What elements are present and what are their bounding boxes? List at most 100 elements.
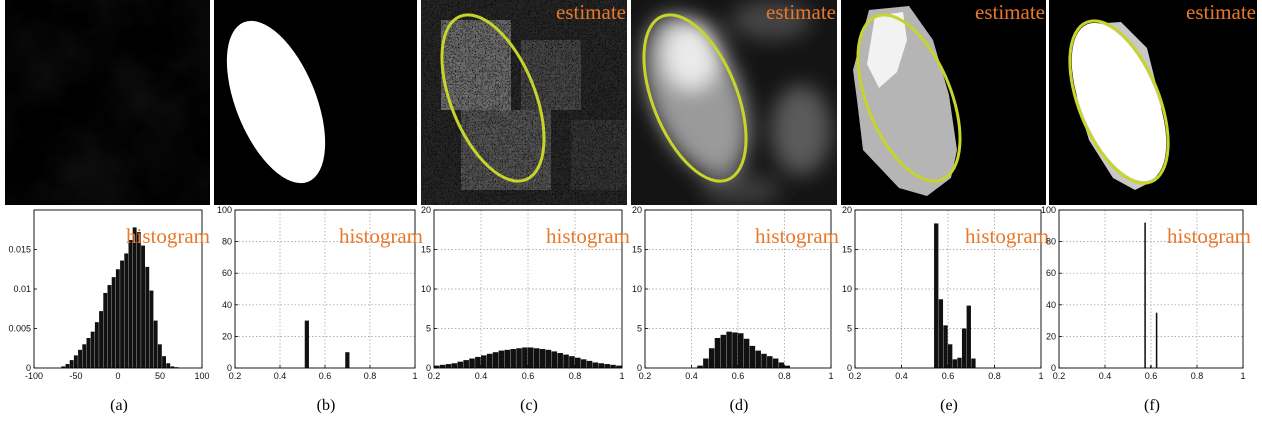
y-tick-label-d: 5 (637, 324, 642, 334)
image-c-estimate: estimate (421, 0, 627, 205)
histogram-bar-a (86, 337, 91, 368)
x-tick-label-e: 0.2 (849, 371, 862, 381)
y-tick-label-d: 15 (632, 245, 642, 255)
histogram-bar-a (136, 232, 141, 368)
histogram-bar-d (784, 365, 791, 368)
histogram-bar-a (61, 366, 66, 368)
histogram-bar-a (132, 227, 137, 368)
image-a-noise-texture (5, 0, 210, 205)
histogram-bar-c (569, 356, 575, 368)
histogram-bar-a (65, 364, 70, 368)
caption-c: (c) (520, 397, 538, 414)
x-tick-label-f: 0.8 (1191, 371, 1204, 381)
histogram-bar-d (743, 338, 750, 368)
y-tick-label-f: 60 (1046, 268, 1056, 278)
histogram-bar-a (82, 344, 87, 368)
histogram-bar-c (504, 349, 511, 368)
histogram-bar-c (434, 365, 440, 368)
histogram-f: 0.2 0.4 0.6 0.8 1 0 20 40 60 80 100 histogram (1041, 205, 1251, 381)
histogram-bar-c (439, 364, 446, 368)
histogram-label-a: histogram (126, 224, 210, 248)
x-tick-label-c: 0.8 (569, 371, 582, 381)
histogram-bar-f (1144, 222, 1146, 368)
histogram-bar-c (486, 353, 493, 368)
histogram-bar-c (451, 363, 458, 368)
y-tick-label-c: 20 (421, 205, 431, 215)
x-tick-label-d: 0.8 (778, 371, 791, 381)
y-tick-label-c: 10 (421, 284, 431, 294)
histogram-bar-c (463, 360, 469, 368)
histogram-bar-c (592, 362, 599, 368)
histogram-bar-a (78, 349, 82, 368)
x-tick-label-b: 1 (412, 371, 417, 381)
histogram-bar-c (510, 349, 516, 368)
caption-b: (b) (316, 397, 336, 414)
x-tick-label-d: 0.4 (685, 371, 698, 381)
histogram-bar-d (720, 334, 727, 368)
estimate-label-c: estimate (556, 0, 626, 24)
histogram-bar-d (778, 362, 785, 368)
y-tick-label-c: 15 (421, 245, 431, 255)
x-tick-label-d: 0.6 (732, 371, 745, 381)
histogram-bar-c (445, 364, 452, 368)
estimate-ellipse-c (440, 13, 546, 183)
y-tick-label-b: 40 (222, 300, 232, 310)
histogram-bar-a (145, 266, 150, 368)
x-tick-label-a: 100 (194, 371, 209, 381)
histogram-bar-c (528, 347, 534, 368)
histogram-bar-a (124, 253, 129, 368)
histogram-b: 0.2 0.4 0.6 0.8 1 0 20 40 60 80 100 histogram (217, 205, 423, 381)
histogram-bar-c (533, 348, 540, 368)
x-tick-label-e: 0.8 (988, 371, 1001, 381)
histogram-bar-a (103, 292, 108, 368)
histogram-bar-a (69, 360, 74, 368)
histogram-bar-c (610, 364, 616, 368)
x-tick-label-c: 0.2 (428, 371, 441, 381)
x-tick-label-a: -50 (69, 371, 82, 381)
histogram-bar-e (934, 223, 939, 368)
x-tick-label-e: 0.4 (895, 371, 908, 381)
y-tick-label-b: 20 (222, 331, 232, 341)
y-tick-label-e: 20 (842, 205, 852, 215)
histogram-bar-d (738, 333, 744, 368)
histogram-a: -100 -50 0 50 100 0 0.005 0.01 0.015 histogram (8, 209, 210, 381)
y-tick-label-a: 0.01 (13, 284, 31, 294)
image-e-estimate: estimate (841, 0, 1046, 205)
histogram-label-c: histogram (546, 224, 630, 248)
histogram-bar-e (961, 328, 967, 368)
histogram-label-d: histogram (755, 224, 839, 248)
x-tick-label-f: 1 (1240, 371, 1245, 381)
y-tick-label-d: 0 (637, 363, 642, 373)
histogram-a-svg: -100 -50 0 50 100 0 0.005 0.01 0.015 (8, 209, 210, 381)
histogram-bar-a (99, 311, 103, 368)
x-tick-label-b: 0.4 (274, 371, 287, 381)
image-d-estimate: estimate (631, 0, 837, 205)
x-tick-label-c: 0.6 (522, 371, 535, 381)
y-tick-label-c: 5 (426, 324, 431, 334)
x-tick-label-a: -100 (25, 371, 43, 381)
histogram-label-b: histogram (339, 224, 423, 248)
x-tick-label-b: 0.2 (229, 371, 242, 381)
histogram-bar-d (755, 350, 761, 368)
histogram-bar-c (481, 355, 487, 368)
caption-a: (a) (110, 397, 128, 414)
y-tick-label-a: 0 (26, 363, 31, 373)
x-tick-label-b: 0.6 (319, 371, 332, 381)
histogram-bar-c (545, 349, 552, 368)
histogram-d: 0.2 0.4 0.6 0.8 1 0 5 10 15 20 histogram (632, 205, 839, 381)
histogram-bar-a (111, 277, 116, 368)
caption-f: (f) (1144, 397, 1160, 414)
histogram-bar-c (457, 361, 464, 368)
estimate-ellipse-f (1068, 19, 1170, 185)
histogram-b-svg: 0.2 0.4 0.6 0.8 1 0 20 40 60 80 100 (217, 205, 418, 381)
histogram-bar-a (162, 356, 166, 368)
x-tick-label-f: 0.6 (1145, 371, 1158, 381)
histogram-bar-a (128, 240, 133, 368)
x-tick-label-d: 1 (828, 371, 833, 381)
histogram-bar-c (586, 360, 593, 368)
y-tick-label-f: 0 (1051, 363, 1056, 373)
estimate-label-d: estimate (766, 0, 836, 24)
y-tick-label-a: 0.015 (8, 245, 31, 255)
